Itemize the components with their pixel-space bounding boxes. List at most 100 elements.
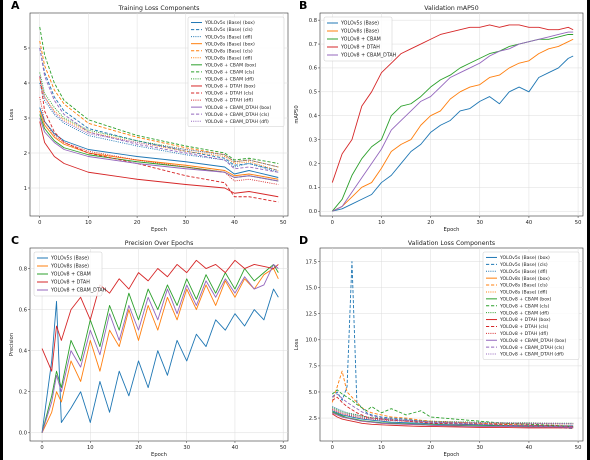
x-tick-label: 10 [87,445,94,451]
y-tick-label: 0.2 [309,161,317,167]
y-axis-label: Loss [9,109,15,121]
x-axis-label: Epoch [444,452,460,458]
y-tick-label: 2 [24,151,27,157]
x-tick-label: 30 [182,220,189,226]
panel-letter: C [11,234,19,247]
panel-letter: A [11,0,20,12]
legend-entry: YOLOv8s (Base) (cls) [204,48,253,54]
x-tick-label: 20 [427,445,434,451]
y-tick-label: 15.0 [305,285,317,291]
legend: YOLOv5s (Base) (box)YOLOv5s (Base) (cls)… [482,251,580,360]
series-line-13 [332,393,574,428]
legend-entry: YOLOv5s (Base) [50,256,89,262]
x-tick-label: 40 [526,220,533,226]
series-line-3 [39,110,279,180]
legend: YOLOv5s (Base) YOLOv8s (Base) YOLOv8 + CBA… [33,251,107,297]
legend-entry: YOLOv8 + CBAM_DTAH (cls) [499,345,564,351]
legend-entry: YOLOv8 + DTAH (box) [204,84,256,90]
legend: YOLOv5s (Base) (box)YOLOv5s (Base) (cls)… [187,16,285,127]
x-tick-label: 30 [183,445,190,451]
x-axis-label: Epoch [151,227,167,233]
panel-letter: B [299,0,307,12]
x-tick-label: 0 [40,445,43,451]
y-tick-label: 0.2 [19,390,27,396]
series-line-12 [39,117,279,182]
legend-box [187,16,285,127]
legend-entry: YOLOv8 + CBAM_DTAH (box) [499,338,566,344]
legend-entry: YOLOv8 + DTAH [50,280,90,286]
y-tick-label: 3 [24,116,27,122]
chart-panel-a: 0 10 20 30 40 50 1 2 3 4 5 Training Loss Components… [9,0,289,233]
legend-entry: YOLOv8s (Base) (dfl) [204,55,253,61]
legend-entry: YOLOv8 + CBAM_DTAH (box) [204,105,271,111]
x-tick-label: 50 [575,445,582,451]
y-tick-label: 7.5 [309,364,317,370]
legend-entry: YOLOv8s (Base) [50,264,89,270]
legend-entry: YOLOv8 + CBAM (cls) [499,303,550,309]
chart-panel-c: 0 10 20 30 40 50 0.0 0.2 0.4 0.6 0.8 Precision Over… [9,234,289,458]
series-line-13 [39,47,279,173]
legend-entry: YOLOv5s (Base) [340,21,379,27]
x-axis-label: Epoch [151,452,167,458]
y-tick-label: 5.0 [309,390,317,396]
y-axis-label: mAP50 [294,105,300,123]
x-tick-label: 20 [134,220,141,226]
y-tick-label: 0.0 [19,431,27,437]
chart-panel-b: 0 10 20 30 40 50 0.0 0.1 0.2 0.3 0.4 0.5 0.6 0.7 0.8 Va… [294,0,584,233]
legend-entry: YOLOv8 + CBAM [340,37,381,43]
series-line-4 [41,263,279,433]
legend-box [323,16,393,62]
legend-entry: YOLOv8 + CBAM_DTAH [50,288,107,294]
legend-entry: YOLOv5s (Base) (dfl) [204,34,253,40]
series-line-5 [39,79,279,171]
y-axis-label: Precision [9,333,15,356]
legend-box [33,251,103,297]
chart-title: Precision Over Epochs [125,240,194,247]
y-tick-label: 0.0 [309,209,317,215]
series-line-8 [39,72,279,168]
series-line-3 [331,24,574,183]
legend-entry: YOLOv8s (Base) (cls) [499,283,548,289]
chart-title: Training Loss Components [117,5,199,12]
legend-entry: YOLOv8 + CBAM_DTAH (cls) [204,112,269,118]
y-tick-label: 0.8 [19,266,27,272]
legend-entry: YOLOv5s (Base) (cls) [499,262,548,268]
series-line-9 [332,413,574,429]
x-tick-label: 20 [427,220,434,226]
series-line-0 [39,107,279,178]
series-line-2 [39,82,279,173]
x-tick-label: 20 [135,445,142,451]
series-line-4 [331,370,574,428]
y-tick-label: 1 [24,186,27,192]
legend-entry: YOLOv8s (Base) (box) [204,41,255,47]
chart-title: Validation mAP50 [424,5,478,12]
legend-entry: YOLOv8 + CBAM_DTAH (dfl) [204,119,269,125]
series-line-14 [332,408,574,425]
x-tick-label: 30 [476,220,483,226]
legend-entry: YOLOv8 + CBAM (dfl) [204,77,254,83]
series-line-12 [332,412,574,428]
y-tick-label: 2.5 [309,416,317,422]
series-line-1 [39,47,279,171]
x-tick-label: 10 [85,220,92,226]
x-tick-label: 0 [331,220,334,226]
figure-canvas: 0 10 20 30 40 50 1 2 3 4 5 Training Loss Components… [9,0,584,458]
series-line-9 [39,121,279,198]
series-line-7 [39,26,279,164]
y-tick-label: 0.8 [309,18,317,24]
series-line-6 [332,411,574,428]
series-line-1 [41,268,279,433]
series-line-2 [41,263,279,433]
legend-entry: YOLOv8 + CBAM (box) [499,297,552,303]
x-tick-label: 50 [575,220,582,226]
series-line-11 [332,409,574,425]
x-tick-label: 10 [378,445,385,451]
legend-entry: YOLOv8 + CBAM_DTAH (dfl) [499,352,564,358]
legend-entry: YOLOv8 + DTAH (cls) [499,324,549,330]
legend-entry: YOLOv8 + CBAM (dfl) [499,310,549,316]
y-axis-label: Loss [294,339,300,351]
x-tick-label: 40 [526,445,533,451]
series-line-14 [39,75,279,168]
x-tick-label: 0 [331,445,334,451]
chart-panel-d: 0 10 20 30 40 50 2.5 5.0 7.5 10.0 12.5 15.0 17.5 Vali… [294,234,584,458]
